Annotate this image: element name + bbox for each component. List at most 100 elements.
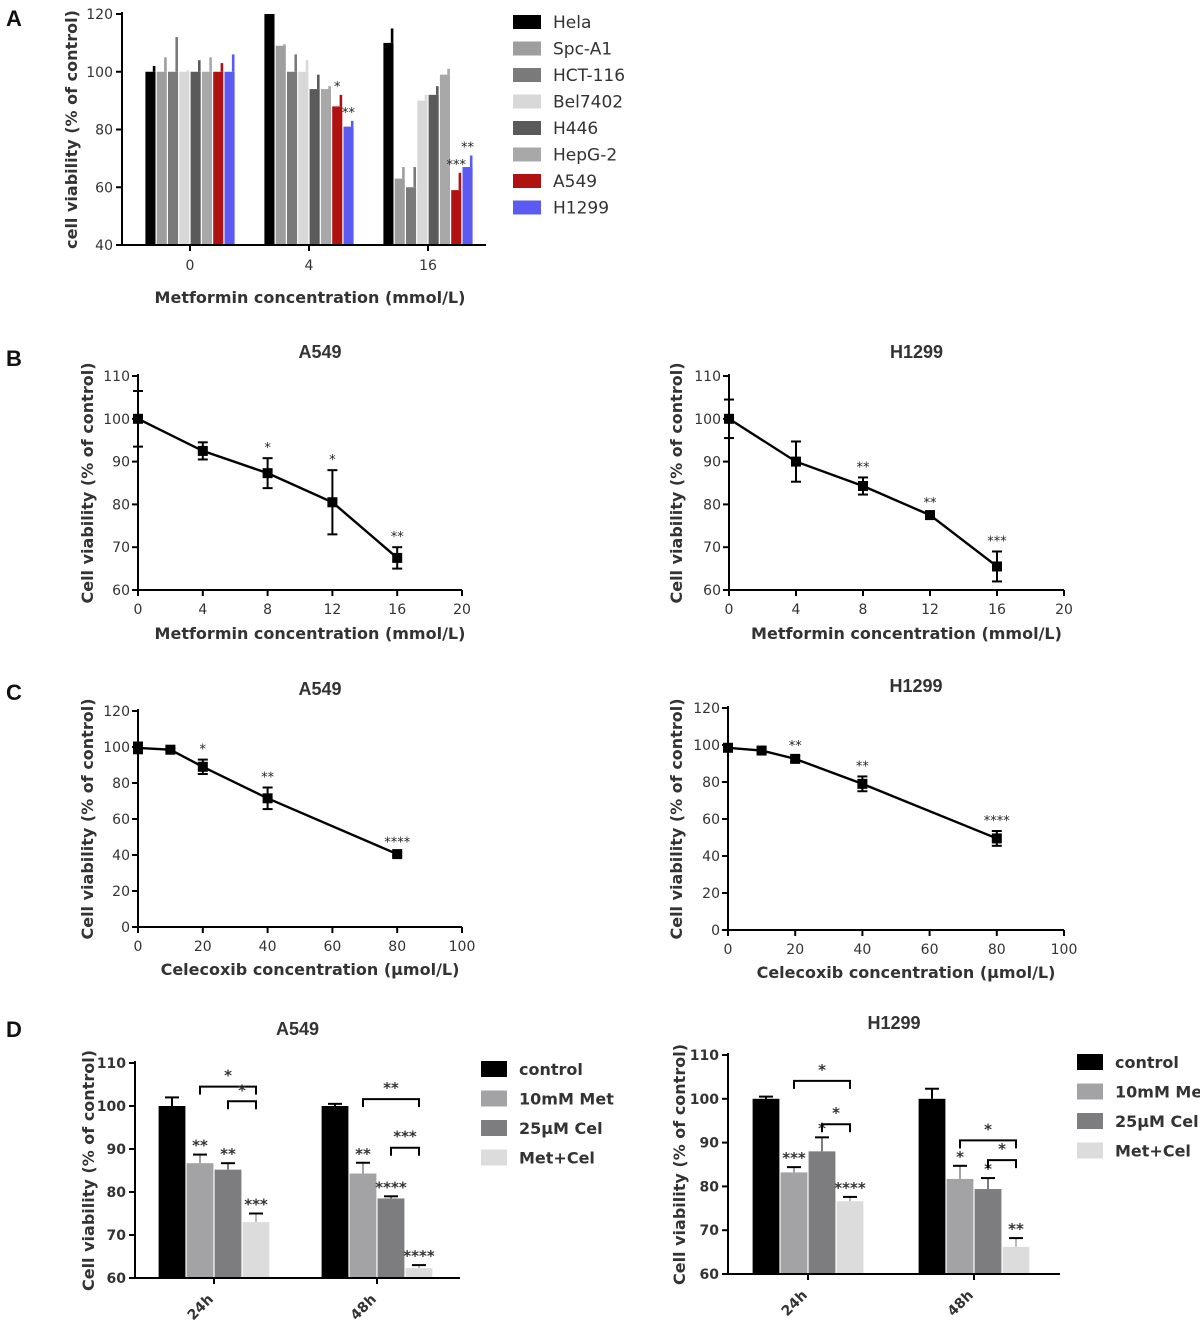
legend-swatch-Met+Cel xyxy=(481,1149,507,1166)
legend-label-Met+Cel: Met+Cel xyxy=(519,1149,595,1168)
x-tick-label: 80 xyxy=(388,939,406,955)
bar-H446-16 xyxy=(428,94,439,245)
x-tick-label: 16 xyxy=(988,602,1006,618)
bracket-label: *** xyxy=(393,1128,417,1146)
x-tick-label: 24h xyxy=(185,1292,217,1323)
y-tick-label: 40 xyxy=(702,849,720,865)
legend-label-Met+Cel: Met+Cel xyxy=(1115,1142,1191,1161)
data-point xyxy=(133,413,143,424)
significance-label: ** xyxy=(789,739,803,754)
chart-d-a549: ** ***************** *****6070809010011024… xyxy=(79,1019,614,1323)
x-axis-label: Celecoxib concentration (μmol/L) xyxy=(161,960,460,979)
bracket-label: * xyxy=(832,1104,840,1122)
data-point xyxy=(925,510,935,521)
bar-H1299-16 xyxy=(462,167,473,245)
legend-label-10mM Met: 10mM Met xyxy=(1115,1083,1200,1102)
bar-Spc-A1-0 xyxy=(156,71,167,245)
legend-label-Bel7402: Bel7402 xyxy=(553,93,623,113)
legend-swatch-HepG-2 xyxy=(513,147,541,162)
panel-label-c: C xyxy=(6,680,22,705)
bar-A549-4 xyxy=(332,106,343,246)
legend-label-control: control xyxy=(519,1060,583,1079)
significance-label: ** xyxy=(857,460,871,475)
bar-A549-16 xyxy=(451,190,462,245)
x-tick-label: 48h xyxy=(348,1292,380,1323)
y-axis-label: Cell viability (% of control) xyxy=(79,1050,98,1291)
legend-swatch-Spc-A1 xyxy=(513,41,541,56)
y-tick-label: 90 xyxy=(112,455,130,471)
y-axis-label: Cell viability (% of control) xyxy=(670,1044,689,1285)
bar-Met+Cel-48h xyxy=(405,1268,433,1278)
bar-Met+Cel-24h xyxy=(836,1201,864,1274)
x-tick-label: 12 xyxy=(921,602,939,618)
y-tick-label: 120 xyxy=(103,704,130,720)
significance-bracket xyxy=(987,1159,1017,1169)
bar-Spc-A1-16 xyxy=(394,178,405,245)
x-tick-label: 0 xyxy=(724,942,733,958)
y-tick-label: 120 xyxy=(693,701,720,717)
x-tick-label: 20 xyxy=(194,939,212,955)
bracket-label: * xyxy=(984,1120,992,1138)
y-tick-label: 60 xyxy=(107,1271,127,1287)
data-point xyxy=(991,833,1002,844)
data-point xyxy=(723,742,733,753)
y-tick-label: 100 xyxy=(693,738,720,754)
bracket-label: * xyxy=(818,1061,826,1079)
y-tick-label: 20 xyxy=(112,884,130,900)
legend-label-Hela: Hela xyxy=(553,13,591,33)
significance-label: **** xyxy=(984,814,1011,829)
y-tick-label: 70 xyxy=(107,1228,127,1244)
y-tick-label: 0 xyxy=(121,920,130,936)
y-tick-label: 60 xyxy=(112,812,130,828)
y-tick-label: 60 xyxy=(95,180,113,196)
y-tick-label: 110 xyxy=(694,369,721,385)
y-tick-label: 100 xyxy=(690,1092,719,1108)
legend-swatch-control xyxy=(481,1061,507,1077)
bar-Met+Cel-24h xyxy=(242,1222,270,1278)
y-tick-label: 80 xyxy=(700,1179,720,1195)
significance-bracket xyxy=(227,1100,257,1110)
significance-label: **** xyxy=(403,1247,435,1265)
x-tick-label: 8 xyxy=(263,602,272,618)
bar-Bel7402-0 xyxy=(179,71,190,245)
data-point xyxy=(992,561,1002,572)
legend-swatch-H446 xyxy=(513,121,541,135)
y-tick-label: 100 xyxy=(103,412,130,428)
legend-swatch-H1299 xyxy=(513,200,541,215)
significance-bracket xyxy=(793,1079,851,1089)
x-tick-label: 40 xyxy=(259,939,277,955)
y-axis-label: Cell viability (% of control) xyxy=(667,362,686,603)
significance-label: * xyxy=(984,1160,992,1178)
legend-swatch-A549 xyxy=(513,174,541,188)
data-point xyxy=(791,456,801,467)
x-tick-label: 60 xyxy=(323,939,341,955)
legend-swatch-Hela xyxy=(513,15,541,29)
significance-bracket xyxy=(199,1085,257,1095)
bar-25μM Cel-48h xyxy=(377,1198,405,1278)
significance-label: *** xyxy=(447,158,467,173)
legend-label-HepG-2: HepG-2 xyxy=(553,146,617,166)
x-tick-label: 0 xyxy=(134,602,143,618)
significance-bracket xyxy=(390,1146,420,1156)
data-point xyxy=(858,480,868,491)
x-axis-label: Metformin concentration (mmol/L) xyxy=(751,624,1062,643)
bar-HepG-2-0 xyxy=(201,71,212,245)
chart-title: H1299 xyxy=(890,342,943,362)
x-tick-label: 0 xyxy=(186,258,195,274)
y-axis-label: Cell viability (% of control) xyxy=(78,362,97,603)
significance-label: ** xyxy=(391,530,405,545)
x-axis-label: Metformin concentration (mmol/L) xyxy=(155,624,466,643)
bar-H1299-4 xyxy=(343,126,354,245)
significance-bracket xyxy=(821,1123,851,1133)
significance-label: ** xyxy=(220,1145,236,1163)
x-tick-label: 40 xyxy=(853,942,871,958)
x-tick-label: 100 xyxy=(449,939,476,955)
significance-label: * xyxy=(200,743,207,758)
chart-title: A549 xyxy=(276,1019,319,1039)
significance-label: ** xyxy=(355,1145,371,1163)
